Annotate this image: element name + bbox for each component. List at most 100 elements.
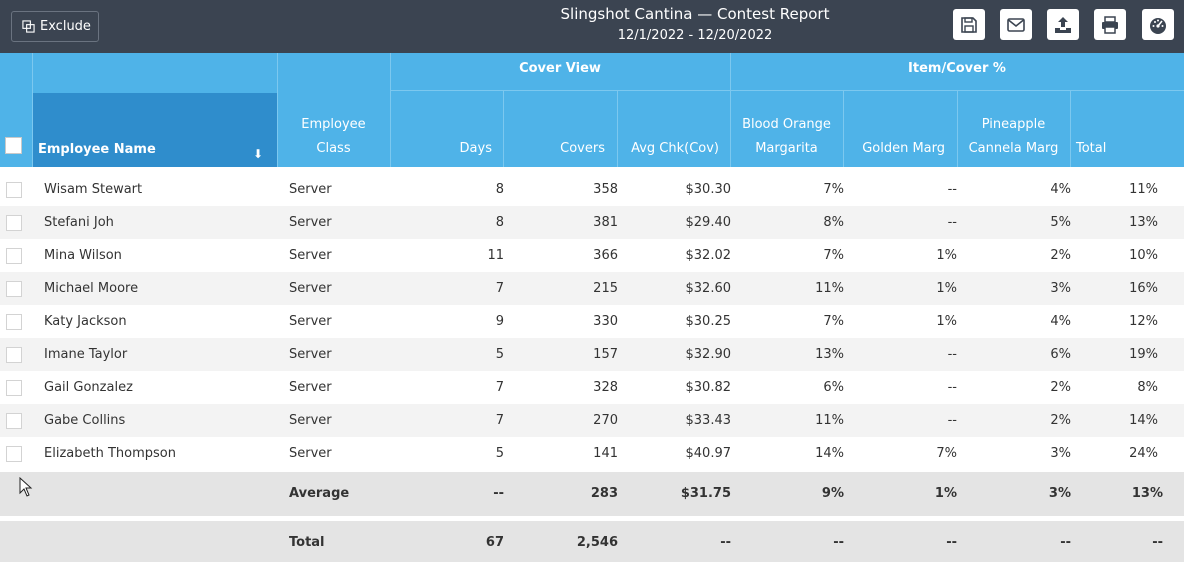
col-blood-orange[interactable]: Blood Orange Margarita	[730, 113, 843, 157]
col-blood-orange-l2: Margarita	[755, 141, 818, 156]
cell-avg: $30.25	[685, 314, 732, 329]
col-employee-class[interactable]: Employee Class	[277, 113, 390, 157]
cell-class: Server	[289, 215, 332, 230]
average-total: 13%	[1131, 486, 1163, 501]
table-row[interactable]: Stefani Joh Server 8 381 $29.40 8% -- 5%…	[0, 206, 1184, 239]
cell-total: 11%	[1129, 182, 1158, 197]
cell-covers: 157	[593, 347, 618, 362]
row-checkbox[interactable]	[6, 248, 22, 264]
col-golden-marg[interactable]: Golden Marg	[862, 141, 945, 156]
cell-total: 10%	[1129, 248, 1158, 263]
cell-covers: 328	[593, 380, 618, 395]
cell-pine: 2%	[1050, 413, 1071, 428]
email-button[interactable]	[1000, 9, 1032, 40]
col-employee-class-l2: Class	[316, 141, 351, 156]
total-label: Total	[289, 535, 325, 550]
col-employee-name[interactable]: Employee Name ⬇	[33, 93, 277, 167]
cell-name: Imane Taylor	[44, 347, 128, 362]
row-checkbox[interactable]	[6, 215, 22, 231]
cell-class: Server	[289, 347, 332, 362]
cell-blood: 7%	[823, 314, 844, 329]
select-all-checkbox[interactable]	[5, 137, 22, 154]
cell-blood: 7%	[823, 248, 844, 263]
top-bar: Exclude Slingshot Cantina — Contest Repo…	[0, 0, 1184, 53]
col-avg-check[interactable]: Avg Chk(Cov)	[631, 141, 719, 156]
average-row: Average -- 283 $31.75 9% 1% 3% 13%	[0, 472, 1184, 516]
cell-avg: $30.30	[685, 182, 732, 197]
email-icon	[1007, 17, 1025, 32]
col-employee-class-l1: Employee	[301, 117, 366, 132]
table-row[interactable]: Gail Gonzalez Server 7 328 $30.82 6% -- …	[0, 371, 1184, 404]
row-checkbox[interactable]	[6, 314, 22, 330]
cell-covers: 215	[593, 281, 618, 296]
exclude-label: Exclude	[40, 19, 91, 34]
cell-days: 7	[495, 281, 504, 296]
table-row[interactable]: Katy Jackson Server 9 330 $30.25 7% 1% 4…	[0, 305, 1184, 338]
cell-total: 8%	[1137, 380, 1158, 395]
row-checkbox[interactable]	[6, 281, 22, 297]
exclude-button[interactable]: Exclude	[11, 11, 99, 42]
cell-days: 5	[495, 347, 504, 362]
cell-avg: $32.90	[685, 347, 732, 362]
row-checkbox[interactable]	[6, 347, 22, 363]
cell-days: 5	[495, 446, 504, 461]
group-cover-view: Cover View	[519, 61, 601, 76]
cell-name: Gabe Collins	[44, 413, 126, 428]
total-golden: --	[946, 535, 957, 550]
cell-golden: 1%	[936, 314, 957, 329]
average-avg: $31.75	[680, 486, 731, 501]
row-checkbox[interactable]	[6, 413, 22, 429]
cell-covers: 330	[593, 314, 618, 329]
total-row: Total 67 2,546 -- -- -- -- --	[0, 521, 1184, 562]
row-checkbox[interactable]	[6, 446, 22, 462]
cell-covers: 358	[593, 182, 618, 197]
col-blood-orange-l1: Blood Orange	[742, 117, 831, 132]
table-row[interactable]: Elizabeth Thompson Server 5 141 $40.97 1…	[0, 437, 1184, 470]
cell-class: Server	[289, 182, 332, 197]
cell-blood: 14%	[815, 446, 844, 461]
upload-button[interactable]	[1047, 9, 1079, 40]
cell-name: Mina Wilson	[44, 248, 122, 263]
cell-avg: $30.82	[685, 380, 732, 395]
col-total[interactable]: Total	[1076, 141, 1107, 156]
table-row[interactable]: Imane Taylor Server 5 157 $32.90 13% -- …	[0, 338, 1184, 371]
total-days: 67	[485, 535, 504, 550]
report-date-range: 12/1/2022 - 12/20/2022	[617, 28, 773, 43]
arrow-down-icon[interactable]: ⬇	[252, 147, 263, 161]
save-button[interactable]	[953, 9, 985, 40]
row-checkbox[interactable]	[6, 380, 22, 396]
print-button[interactable]	[1094, 9, 1126, 40]
col-pineapple[interactable]: Pineapple Cannela Marg	[957, 113, 1070, 157]
cell-days: 7	[495, 413, 504, 428]
cell-days: 11	[487, 248, 504, 263]
table-row[interactable]: Gabe Collins Server 7 270 $33.43 11% -- …	[0, 404, 1184, 437]
cell-pine: 5%	[1050, 215, 1071, 230]
average-pine: 3%	[1048, 486, 1071, 501]
col-covers[interactable]: Covers	[560, 141, 605, 156]
table-row[interactable]: Mina Wilson Server 11 366 $32.02 7% 1% 2…	[0, 239, 1184, 272]
row-checkbox[interactable]	[6, 182, 22, 198]
table-row[interactable]: Wisam Stewart Server 8 358 $30.30 7% -- …	[0, 173, 1184, 206]
col-pineapple-l1: Pineapple	[981, 117, 1046, 132]
upload-icon	[1055, 16, 1071, 33]
total-pine: --	[1060, 535, 1071, 550]
cell-class: Server	[289, 314, 332, 329]
table-row[interactable]: Michael Moore Server 7 215 $32.60 11% 1%…	[0, 272, 1184, 305]
cell-days: 9	[495, 314, 504, 329]
cell-avg: $32.60	[685, 281, 732, 296]
cell-name: Michael Moore	[44, 281, 139, 296]
cell-covers: 270	[593, 413, 618, 428]
cell-pine: 2%	[1050, 248, 1071, 263]
total-avg: --	[720, 535, 731, 550]
col-employee-name-label: Employee Name	[38, 142, 156, 157]
cell-blood: 7%	[823, 182, 844, 197]
cell-avg: $33.43	[685, 413, 732, 428]
cell-class: Server	[289, 446, 332, 461]
col-days[interactable]: Days	[459, 141, 492, 156]
print-icon	[1102, 15, 1118, 34]
dashboard-button[interactable]	[1142, 9, 1174, 40]
average-label: Average	[289, 486, 350, 501]
cell-blood: 11%	[815, 281, 844, 296]
cell-name: Elizabeth Thompson	[44, 446, 176, 461]
cell-blood: 11%	[815, 413, 844, 428]
